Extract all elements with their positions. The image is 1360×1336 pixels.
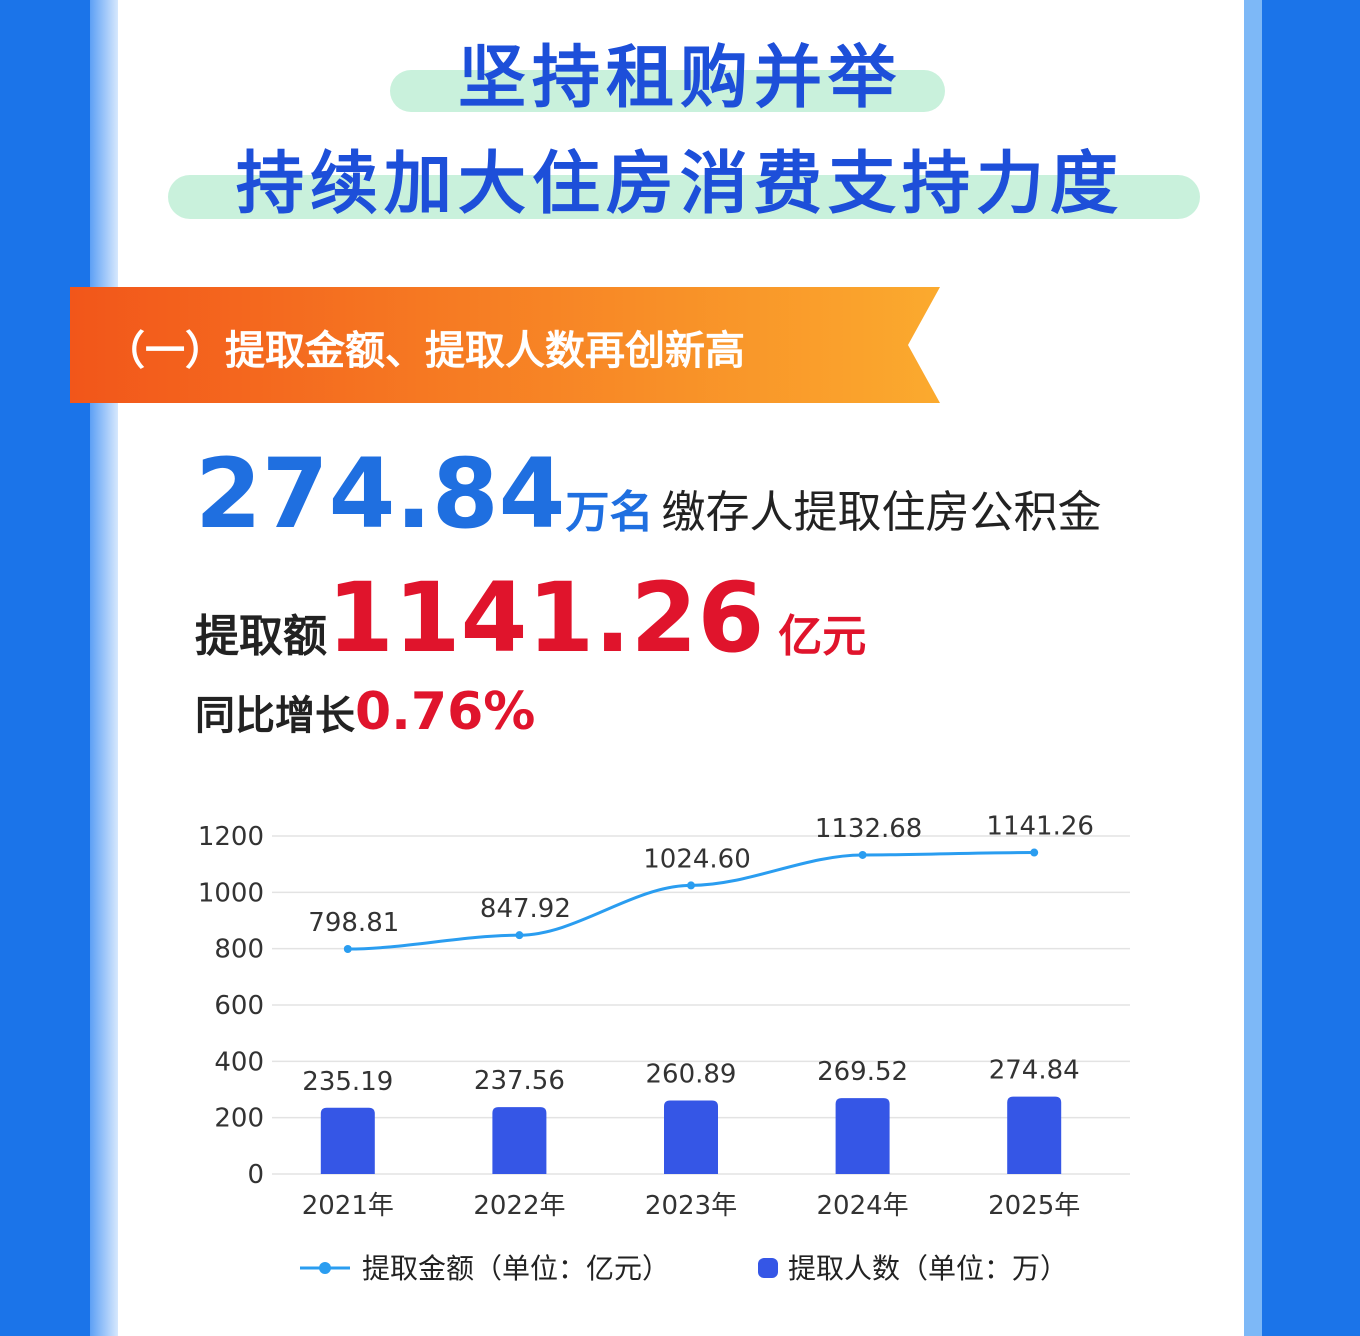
x-tick-label: 2025年 — [988, 1191, 1080, 1221]
line-point — [343, 945, 352, 954]
legend-label: 提取人数（单位：万） — [788, 1252, 1068, 1285]
data-label: 1024.60 — [643, 844, 751, 874]
side-stripe — [1244, 0, 1262, 1336]
line-point — [858, 850, 867, 859]
stat-unit: 万名 — [565, 487, 654, 538]
y-tick-label: 800 — [214, 935, 264, 965]
x-tick-label: 2022年 — [473, 1191, 565, 1221]
bar — [492, 1107, 547, 1174]
data-label: 237.56 — [474, 1066, 565, 1096]
title: 持续加大住房消费支持力度 — [235, 145, 1124, 224]
stat-row: 同比增长0.76% — [195, 682, 535, 742]
stat-unit: 亿元 — [778, 611, 867, 662]
stat-row: 提取额1141.26 亿元 — [195, 562, 866, 674]
stat-value: 1141.26 — [327, 562, 765, 674]
line-point — [1030, 848, 1039, 857]
legend-symbol — [758, 1258, 778, 1278]
data-label: 798.81 — [308, 908, 399, 938]
x-tick-label: 2024年 — [817, 1191, 909, 1221]
section-heading: （一）提取金额、提取人数再创新高 — [105, 328, 745, 374]
stat-label: 提取额 — [195, 611, 327, 662]
title-highlight — [168, 175, 1200, 219]
title-highlight — [390, 70, 945, 112]
legend-label: 提取金额（单位：亿元） — [362, 1252, 670, 1285]
y-tick-label: 1000 — [198, 878, 264, 908]
y-tick-label: 400 — [214, 1047, 264, 1077]
stat-text: 缴存人提取住房公积金 — [661, 487, 1102, 538]
legend-symbol — [319, 1262, 331, 1274]
side-stripe — [90, 0, 118, 1336]
stat-label: 同比增长 — [195, 693, 355, 739]
stat-value: 274.84 — [195, 438, 566, 550]
y-tick-label: 1200 — [198, 822, 264, 852]
bar — [835, 1098, 890, 1174]
data-label: 269.52 — [817, 1057, 908, 1087]
bar — [320, 1107, 375, 1174]
y-tick-label: 0 — [247, 1160, 264, 1190]
data-label: 235.19 — [302, 1067, 393, 1097]
stat-value: 0.76% — [355, 682, 536, 742]
data-label: 847.92 — [480, 894, 571, 924]
x-tick-label: 2023年 — [645, 1191, 737, 1221]
line-point — [515, 931, 524, 940]
bar — [1007, 1096, 1062, 1174]
data-label: 274.84 — [989, 1056, 1080, 1086]
title: 坚持租购并举 — [457, 39, 902, 118]
stat-row: 274.84万名 缴存人提取住房公积金 — [195, 438, 1101, 550]
x-tick-label: 2021年 — [302, 1191, 394, 1221]
data-label: 1141.26 — [986, 812, 1094, 842]
y-tick-label: 600 — [214, 991, 264, 1021]
y-tick-label: 200 — [214, 1104, 264, 1134]
data-label: 260.89 — [646, 1060, 737, 1090]
bar — [664, 1100, 718, 1174]
data-label: 1132.68 — [815, 814, 923, 844]
line-point — [687, 881, 695, 890]
section-banner — [70, 287, 940, 403]
